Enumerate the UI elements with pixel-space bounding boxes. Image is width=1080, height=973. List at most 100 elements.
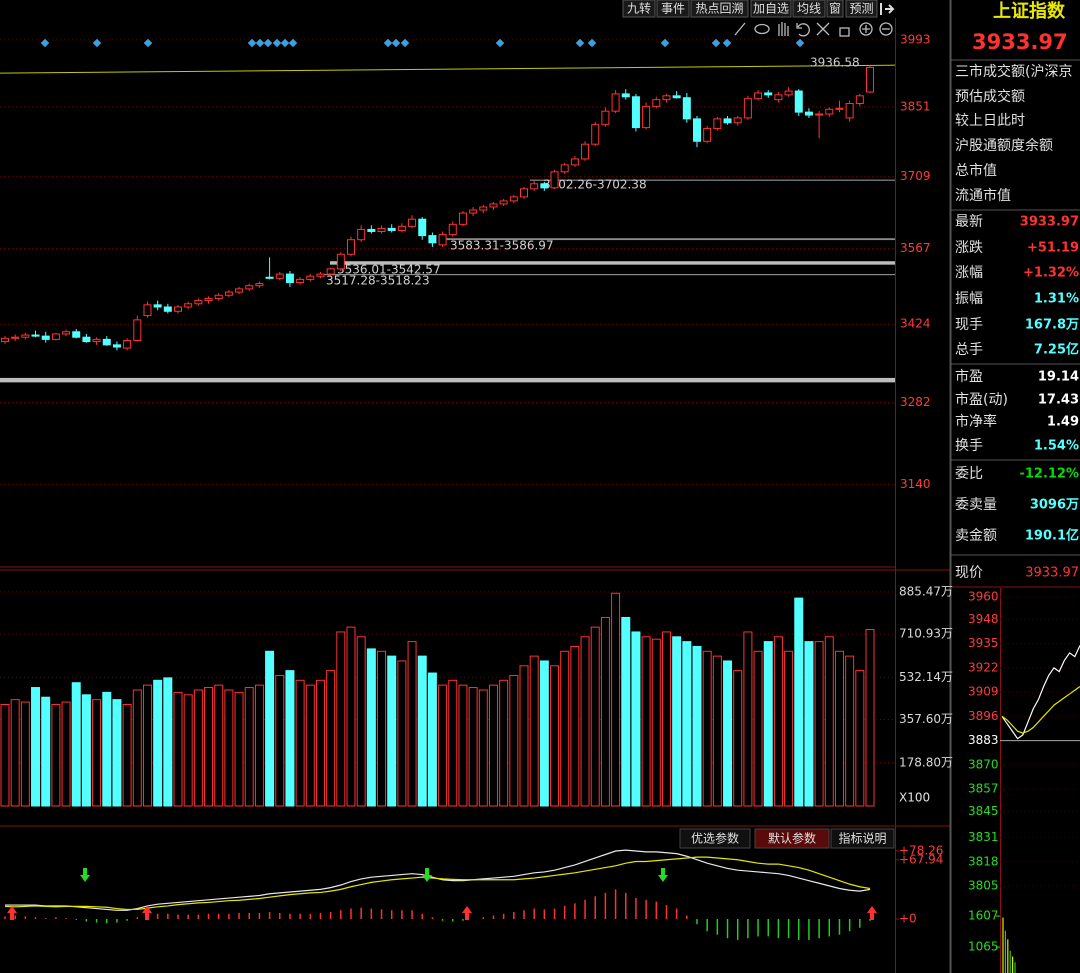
toolbar-button[interactable] [792,0,826,18]
indicator-button[interactable] [754,828,830,849]
toolbar-button-label[interactable]: 预测 [849,2,873,16]
indicator-button[interactable] [830,828,895,849]
indicator-button[interactable] [679,828,751,849]
scissors-icon[interactable] [816,22,830,36]
volume-bar [865,629,875,807]
pencil-icon[interactable] [734,22,746,36]
undo-icon[interactable] [796,23,810,37]
toolbar-button[interactable] [826,0,844,18]
eye-icon[interactable] [754,23,770,35]
volume-bar [672,636,682,807]
candle-body [245,285,254,290]
candle-body [703,128,712,142]
exit-icon[interactable] [880,3,895,15]
volume-bar [326,670,336,807]
zoom-in-icon[interactable] [859,22,873,36]
level-label: 3936.58 [810,56,860,70]
intraday-line [1001,645,1080,740]
toolbar-button[interactable] [690,0,749,18]
candle-body [347,239,355,255]
volume-bar [265,650,275,807]
candle-body [387,227,396,231]
volume-bar [254,684,264,807]
gap-label: 3536.01-3542.57 [337,263,441,277]
intraday-line [1001,685,1080,734]
gap-band [530,179,895,181]
candle-body [448,223,457,236]
candle-body [438,234,447,246]
volume-bar [702,650,712,807]
y-tick-label: 3960 [968,589,999,603]
toolbar-button-label[interactable]: 均线 [797,2,821,16]
toolbar-button[interactable] [750,0,792,18]
toolbar-button[interactable] [845,0,878,18]
buy-arrow [142,906,152,920]
volume-bar [285,670,295,807]
candle-body [530,183,539,190]
buy-arrow [7,906,17,920]
volume-bar [804,641,814,807]
gap-label: 3702.26-3702.38 [543,178,647,192]
volume-bar [0,703,10,807]
stat-value: 3933.97 [1020,215,1079,230]
quote-row-label: 三市成交额(沪深京 [955,63,1072,80]
candle-body [174,306,182,312]
signal-marker [92,38,102,48]
volume-bar [397,660,407,807]
stat-value: 1.31% [1034,292,1079,307]
signal-marker [400,38,410,48]
candle-body [153,304,162,308]
toolbar-button-label[interactable]: 事件 [661,2,685,16]
lock-icon[interactable] [839,27,850,37]
y-tick-label: 885.47万 [899,584,953,598]
volume-bar [539,660,549,807]
signal-marker [280,38,290,48]
candle-body [489,203,498,208]
volume-bar [682,641,692,807]
candle-body [224,291,233,296]
candle-body [214,294,223,299]
toolbar-button-label[interactable]: 加自选 [753,2,789,16]
volume-bar [224,689,234,807]
volume-bar [611,592,621,807]
volume-bar [366,648,376,807]
candle-body [72,331,81,338]
candle-body [123,339,132,349]
stat-label: 涨幅 [955,265,983,281]
volume-bar [275,674,285,807]
indicator-button-label[interactable]: 优选参数 [691,831,739,846]
candle-body [825,108,834,115]
candle-body [143,304,152,317]
zoom-in-icon [862,25,870,33]
toolbar-button[interactable] [656,0,690,18]
toolbar-button-label[interactable]: 九转 [627,1,651,16]
volume-bar [346,626,356,807]
gap-label: 3583.31-3586.97 [450,239,554,253]
volume-bar [773,636,783,807]
current-label: 现价 [955,565,983,581]
candle-body [326,268,335,275]
buy-arrow [462,906,472,920]
toolbar-button-label[interactable]: 窗 [829,2,841,16]
indicator-button-label[interactable]: 指标说明 [838,831,886,846]
quote-row-label: 总市值 [955,162,997,179]
quote-row-label: 预估成交额 [955,88,1025,105]
volume-bar [122,703,132,807]
volume-bar [295,679,305,807]
candle-body [560,164,569,173]
candle-body [845,102,854,119]
stat-value: -12.12% [1019,467,1079,482]
signal-marker [383,38,393,48]
hand-icon[interactable] [778,22,789,36]
toolbar-button[interactable] [622,0,656,18]
stat-label: 委卖量 [955,497,997,513]
indicator-button-label[interactable]: 默认参数 [768,831,816,846]
zoom-out-icon[interactable] [879,22,893,36]
quote-row-label: 沪股通额度余额 [955,137,1053,154]
candle-body [601,110,610,126]
toolbar-button-label[interactable]: 热点回溯 [695,1,743,16]
signal-marker [272,38,282,48]
y-tick-label: 532.14万 [899,670,953,684]
y-tick-label: +78.26 [899,843,943,857]
